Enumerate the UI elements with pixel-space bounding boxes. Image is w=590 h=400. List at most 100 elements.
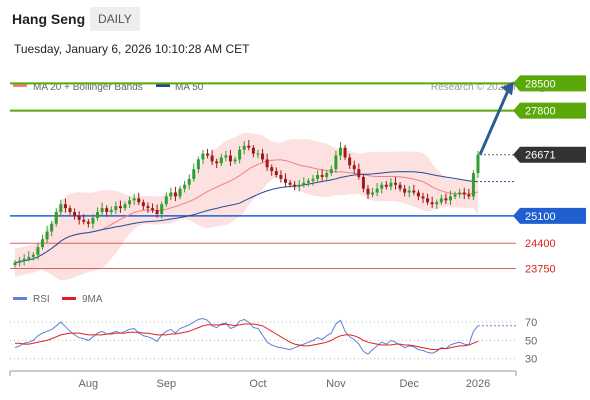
candle — [439, 194, 443, 206]
candle-body — [22, 258, 26, 261]
candle-body — [27, 256, 31, 259]
candle-body — [96, 212, 100, 218]
candle-body — [467, 194, 471, 197]
target-label-28500: 28500 — [525, 78, 556, 90]
candle — [270, 164, 274, 176]
candle-body — [430, 202, 434, 205]
candle — [123, 201, 127, 211]
candle-body — [325, 173, 329, 177]
candle — [22, 254, 26, 266]
time-axis-label: Oct — [249, 378, 266, 390]
candle-body — [238, 149, 242, 160]
candle — [128, 196, 132, 208]
candle-body — [270, 167, 274, 172]
candle-body — [13, 262, 17, 266]
candle — [228, 149, 232, 167]
candle-body — [219, 157, 223, 164]
candle-body — [210, 155, 214, 162]
candle-body — [343, 147, 347, 158]
candle-body — [448, 196, 452, 201]
time-axis-label: Aug — [79, 378, 99, 390]
candle — [471, 170, 475, 201]
candle-body — [151, 208, 155, 211]
target-tag-27800 — [513, 102, 586, 119]
rsi-panel: 70 50 30 — [10, 317, 537, 366]
candle-body — [201, 153, 205, 160]
rsi-tick-label-50: 50 — [525, 335, 537, 347]
candle-body — [91, 217, 95, 224]
candle-body — [476, 154, 480, 174]
candle — [45, 225, 49, 244]
candle — [371, 187, 375, 198]
bollinger-band — [15, 132, 478, 281]
candle — [421, 192, 425, 204]
candle — [261, 148, 265, 163]
candle — [109, 206, 113, 215]
candle-body — [36, 247, 40, 255]
candle — [146, 202, 150, 213]
candle — [348, 153, 352, 169]
candle-body — [357, 169, 361, 177]
ma50-line — [14, 171, 479, 264]
ma50-legend-label: MA 50 — [175, 82, 204, 93]
candle-body — [100, 208, 104, 213]
candle — [13, 259, 17, 268]
candle-body — [366, 188, 370, 195]
candle-body — [187, 178, 191, 185]
candle — [279, 170, 283, 183]
time-axis-label: Sep — [156, 378, 176, 390]
candle — [311, 175, 315, 186]
time-axis-label: Dec — [399, 378, 419, 390]
candle-body — [206, 153, 210, 156]
candle — [316, 170, 320, 182]
candle — [325, 170, 329, 182]
candle — [219, 153, 223, 167]
candle — [210, 149, 214, 166]
candle-body — [137, 198, 141, 203]
candles — [13, 140, 480, 268]
moving-averages — [14, 159, 479, 264]
candle — [398, 182, 402, 192]
rsi-line — [14, 317, 479, 355]
candle-body — [316, 175, 320, 179]
candle-body — [82, 219, 86, 222]
candle — [201, 149, 205, 165]
candle — [380, 182, 384, 194]
time-axis: Aug Sep Oct Nov Dec 2026 — [9, 371, 517, 390]
candle — [36, 243, 40, 260]
candle-body — [118, 206, 122, 209]
forecast-arrow-head — [501, 81, 514, 96]
candle — [288, 180, 292, 188]
timeframe-badge[interactable] — [90, 7, 140, 31]
ma50-legend-swatch — [156, 84, 170, 87]
candle-body — [128, 200, 132, 205]
candle-body — [398, 184, 402, 189]
candle-body — [224, 155, 228, 158]
rsi-ma-legend-swatch — [62, 297, 76, 300]
rsi-ma-line — [15, 323, 479, 351]
candle — [302, 177, 306, 188]
candle — [293, 181, 297, 191]
support-label-23750: 23750 — [525, 264, 556, 276]
candle — [453, 191, 457, 200]
candle — [426, 193, 430, 206]
candle — [476, 150, 480, 178]
level-labels: 28500 27800 26671 25100 24400 23750 — [513, 75, 586, 276]
candle-body — [352, 165, 356, 170]
candle — [91, 214, 95, 229]
candle-body — [288, 182, 292, 185]
candle-body — [86, 221, 90, 224]
candle — [338, 142, 342, 161]
rsi-legend-swatch — [13, 297, 27, 300]
candle-body — [45, 231, 49, 240]
candle — [192, 163, 196, 182]
candle-body — [132, 198, 136, 201]
last-price-label: 26671 — [525, 150, 556, 162]
candle-body — [435, 202, 439, 205]
candle-body — [444, 198, 448, 201]
candle — [54, 208, 58, 227]
candle-body — [279, 175, 283, 179]
candle — [458, 188, 462, 199]
candle-body — [146, 206, 150, 209]
